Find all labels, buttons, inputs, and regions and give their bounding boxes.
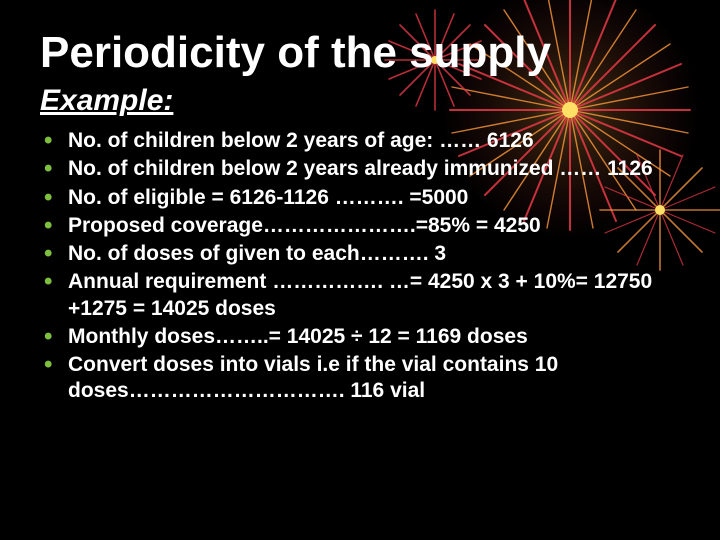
slide: Periodicity of the supply Example: No. o… — [0, 0, 720, 540]
bullet-item: Monthly doses……..= 14025 ÷ 12 = 1169 dos… — [40, 324, 680, 350]
bullet-item: No. of children below 2 years of age: ……… — [40, 128, 680, 154]
bullet-item: No. of eligible = 6126-1126 ………. =5000 — [40, 185, 680, 211]
bullet-item: Convert doses into vials i.e if the vial… — [40, 352, 680, 405]
bullet-item: Annual requirement ……………. …= 4250 x 3 + … — [40, 269, 680, 322]
bullet-list: No. of children below 2 years of age: ……… — [40, 128, 680, 405]
slide-subtitle: Example: — [40, 84, 680, 118]
bullet-item: No. of children below 2 years already im… — [40, 156, 680, 182]
bullet-item: No. of doses of given to each………. 3 — [40, 241, 680, 267]
content-area: Periodicity of the supply Example: No. o… — [0, 0, 720, 540]
slide-title: Periodicity of the supply — [40, 28, 680, 78]
bullet-item: Proposed coverage………………….=85% = 4250 — [40, 213, 680, 239]
